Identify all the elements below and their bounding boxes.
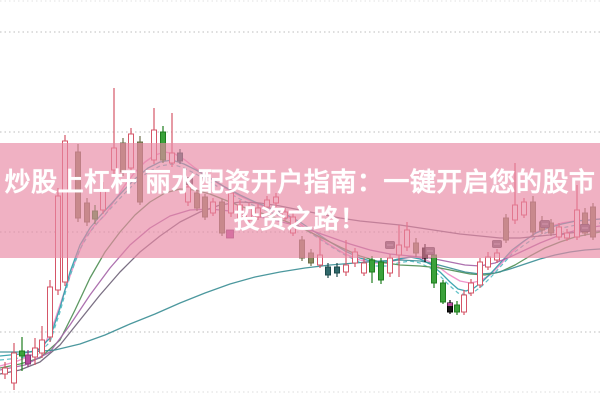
candlestick-g: [431, 254, 437, 284]
candlestick-r: [32, 347, 38, 358]
candlestick-r: [387, 257, 393, 274]
candlestick-r: [2, 367, 8, 375]
candlestick-r: [461, 294, 467, 313]
candlestick-r: [477, 261, 483, 286]
headline-banner: 炒股上杠杆 丽水配资开户指南：一键开启您的股市 投资之路！: [0, 143, 600, 258]
candlestick-g: [440, 282, 446, 303]
headline-line2: 投资之路！: [233, 203, 367, 234]
ma-slow-teal-line: [0, 248, 600, 353]
candlestick-t: [325, 266, 331, 276]
candlestick-g: [378, 261, 384, 281]
candlestick-m: [25, 354, 31, 365]
candlestick-r: [343, 264, 349, 273]
candle-magenta-cap: [447, 303, 453, 306]
candlestick-r: [485, 256, 491, 268]
candlestick-t: [334, 266, 340, 274]
candlestick-r: [11, 352, 17, 384]
candlestick-g: [369, 259, 375, 273]
candlestick-r: [47, 286, 53, 338]
candlestick-r: [468, 282, 474, 294]
candlestick-r: [39, 339, 45, 354]
candlestick-g: [454, 304, 460, 313]
candlestick-g: [19, 350, 25, 357]
headline-line1: 炒股上杠杆 丽水配资开户指南：一键开启您的股市: [4, 166, 596, 197]
candlestick-r: [361, 262, 367, 274]
